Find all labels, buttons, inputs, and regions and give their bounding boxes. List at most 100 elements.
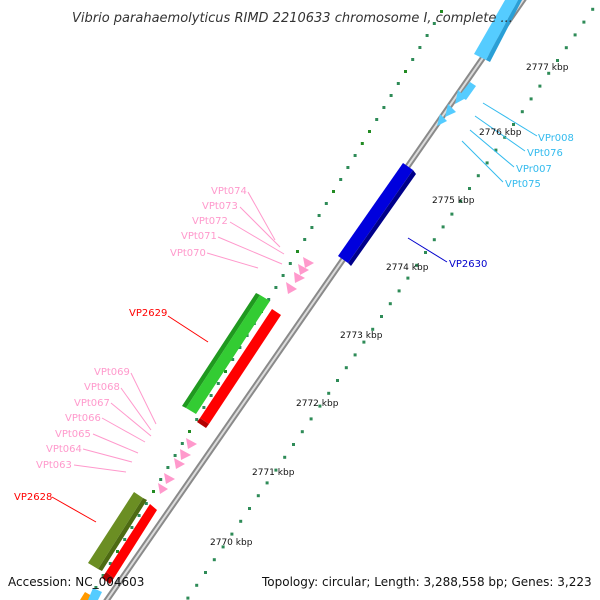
track-dot [108,562,112,565]
trna-label[interactable]: VPt063 [36,460,72,471]
gene-bar-cyan-bottom [88,588,102,600]
track-tick [186,596,190,600]
track-dot [159,478,163,481]
trna-arrow-2[interactable] [298,264,309,275]
track-dot [202,406,206,409]
track-dot [360,142,364,145]
gene-label-vp2629[interactable]: VP2629 [129,308,167,319]
track-dot [389,94,393,97]
trna-label[interactable]: VPt071 [181,231,217,242]
track-dot [130,526,134,529]
track-tick [450,212,454,216]
track-tick [397,289,401,293]
track-dot [231,358,235,361]
track-dot [396,82,400,85]
track-dot [209,394,213,397]
track-tick [415,263,419,267]
tick-label: 2776 kbp [479,128,522,138]
track-dot [411,58,415,61]
rrna-label[interactable]: VPt076 [527,148,563,159]
track-tick [432,238,436,242]
track-dot [310,226,314,229]
gene-bar-cyan-top-shade [486,0,522,62]
tick-label: 2777 kbp [526,63,569,73]
tick-label: 2770 kbp [210,538,253,548]
track-dot [353,154,357,157]
track-dot [216,382,220,385]
trna-arrow-8[interactable] [164,473,175,484]
track-tick [292,443,295,446]
track-dot [274,286,278,289]
rrna-arrow-3[interactable] [437,114,447,126]
feature-labels: VP2628 VP2629 VP2630 VPt074 VPt073 VPt07… [14,133,574,503]
gene-bar-cyan-top[interactable] [474,0,518,60]
gene-bar-olive[interactable] [88,492,143,569]
track-tick [424,251,427,254]
track-dot [375,118,379,121]
trna-label[interactable]: VPt067 [74,398,110,409]
track-dot [317,214,321,217]
track-tick [212,558,216,562]
track-tick [318,404,322,408]
rrna-label[interactable]: VPt075 [505,179,541,190]
rrna-label[interactable]: VPr007 [516,164,552,175]
gene-bar-green[interactable] [186,295,270,414]
label-leaders [51,102,538,523]
track-dot [137,514,141,517]
track-tick [494,148,498,152]
track-tick [344,366,348,370]
trna-arrow-1[interactable] [303,257,314,268]
track-dot [94,586,98,589]
genome-stats-text: Topology: circular; Length: 3,288,558 bp… [261,575,592,589]
trna-label[interactable]: VPt065 [55,429,91,440]
trna-arrow-7[interactable] [174,458,185,469]
track-tick [538,84,542,88]
track-tick [221,545,225,549]
track-dot [281,274,285,277]
gene-bar-red-vp2628-shade [102,572,114,584]
track-dot [144,502,148,505]
rrna-label[interactable]: VPr008 [538,133,574,144]
track-dot [224,370,227,373]
trna-arrow-9[interactable] [158,483,168,494]
trna-label[interactable]: VPt064 [46,444,82,455]
trna-label[interactable]: VPt069 [94,367,130,378]
track-tick [459,199,463,203]
track-tick [239,519,243,523]
track-dot [346,166,350,169]
track-tick [485,161,489,165]
trna-arrow-6[interactable] [180,449,191,460]
trna-arrow-4[interactable] [286,282,297,294]
trna-label[interactable]: VPt066 [65,413,101,424]
track-dot [418,46,422,49]
gene-label-vp2628[interactable]: VP2628 [14,492,52,503]
trna-label[interactable]: VPt074 [211,186,247,197]
track-dot [195,418,199,421]
track-tick [309,417,313,421]
track-dot [404,70,407,73]
gene-label-vp2630[interactable]: VP2630 [449,259,487,270]
rrna-arrow-1[interactable] [455,90,466,104]
track-dot [101,574,105,577]
trna-label[interactable]: VPt073 [202,201,238,212]
gene-bar-olive-shade [98,498,147,571]
track-dot [238,346,242,349]
track-tick [204,571,207,574]
scale-ticks [186,7,595,600]
trna-label[interactable]: VPt070 [170,248,206,259]
tick-label: 2774 kbp [386,263,429,273]
gene-bar-red-vp2629[interactable] [200,309,281,424]
track-tick [256,494,260,498]
track-tick [353,353,357,357]
gene-bar-blue-vp2630[interactable] [338,163,413,263]
track-dot [296,250,299,253]
trna-arrow-5[interactable] [186,438,197,449]
trna-label[interactable]: VPt072 [192,216,228,227]
trna-arrow-3[interactable] [294,272,305,283]
track-tick [300,430,304,434]
track-dot [303,238,307,241]
rrna-arrow-2[interactable] [445,104,456,117]
trna-label[interactable]: VPt068 [84,382,120,393]
gene-bar-red-vp2628[interactable] [106,504,157,578]
